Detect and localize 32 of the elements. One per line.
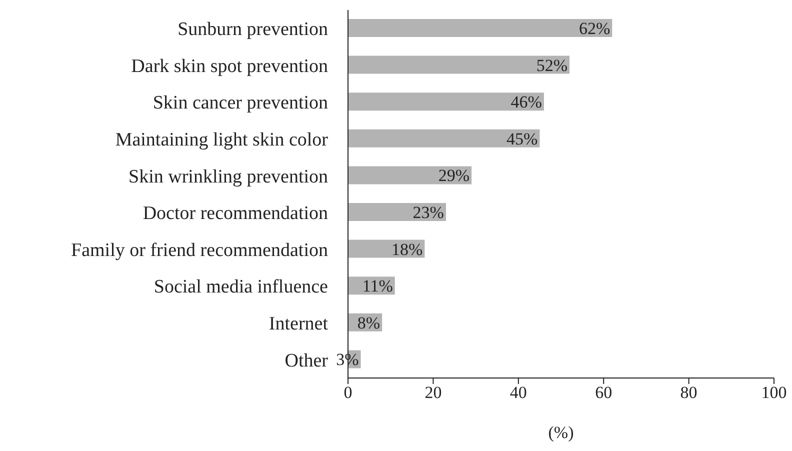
bar bbox=[348, 19, 612, 37]
data-label: 46% bbox=[510, 92, 542, 112]
y-tick-label: Skin wrinkling prevention bbox=[128, 166, 328, 188]
data-label: 8% bbox=[357, 313, 380, 332]
x-tick-label: 20 bbox=[424, 383, 442, 402]
y-tick-label: Sunburn prevention bbox=[178, 19, 328, 40]
data-label: 23% bbox=[412, 203, 444, 222]
y-tick-label: Maintaining light skin color bbox=[115, 130, 329, 151]
bar bbox=[348, 129, 540, 148]
x-axis-title: (%) bbox=[548, 423, 574, 442]
data-label: 52% bbox=[536, 56, 568, 75]
data-label: 45% bbox=[506, 129, 538, 148]
y-tick-label: Skin cancer prevention bbox=[152, 92, 328, 114]
y-tick-label: Social media influence bbox=[154, 276, 328, 298]
y-tick-label: Internet bbox=[268, 314, 329, 335]
x-tick-label: 40 bbox=[510, 383, 527, 402]
data-label: 18% bbox=[392, 240, 423, 259]
bar bbox=[348, 203, 446, 221]
data-label: 29% bbox=[438, 166, 470, 186]
x-tick-label: 80 bbox=[680, 383, 698, 402]
x-tick-label: 0 bbox=[344, 383, 352, 402]
y-tick-label: Family or friend recommendation bbox=[71, 240, 328, 261]
x-tick-label: 60 bbox=[595, 383, 612, 402]
y-tick-label: Other bbox=[284, 350, 329, 372]
data-label: 11% bbox=[362, 276, 393, 296]
data-label: 62% bbox=[578, 19, 610, 38]
y-tick-label: Dark skin spot prevention bbox=[131, 56, 328, 77]
bar bbox=[348, 166, 472, 184]
x-tick-label: 100 bbox=[761, 383, 787, 402]
bar bbox=[348, 92, 544, 111]
bar bbox=[348, 56, 570, 74]
y-tick-label: Doctor recommendation bbox=[142, 203, 328, 224]
